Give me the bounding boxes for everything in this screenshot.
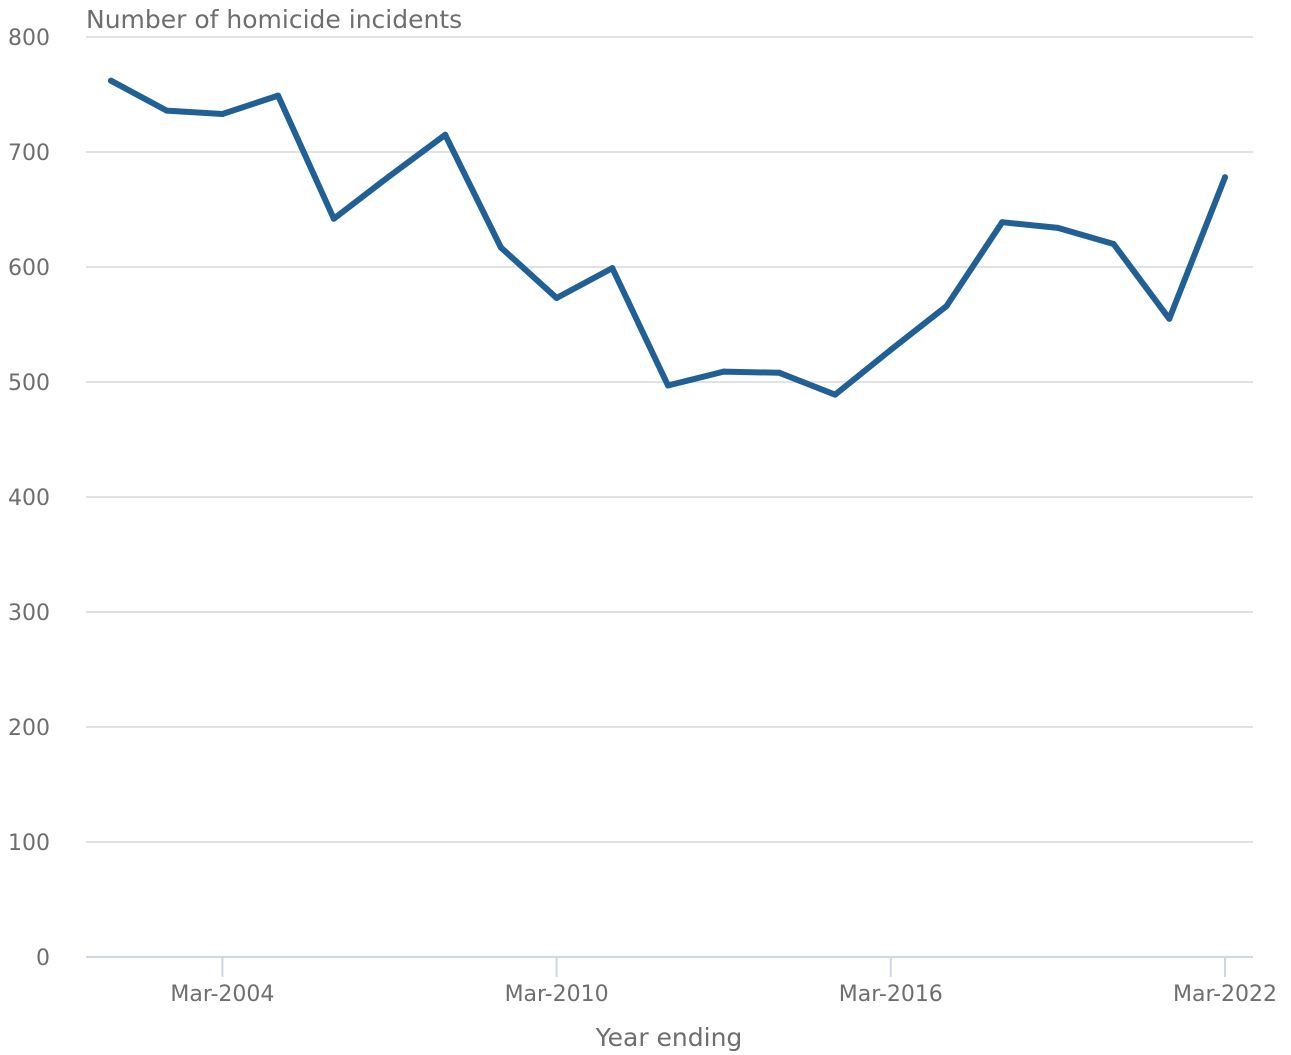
data-point-Mar-2006 [330,215,337,222]
data-point-Mar-2014 [776,369,783,376]
data-point-Mar-2002 [108,77,114,84]
data-point-Mar-2021 [1166,315,1173,322]
x-axis-ticks: Mar-2004 Mar-2010 Mar-2016 Mar-2022 [170,957,1277,1007]
data-point-Mar-2007 [386,173,393,180]
data-point-Mar-2019 [1054,224,1061,231]
x-tick-label-Mar-2016: Mar-2016 [839,982,943,1007]
grid-lines [86,36,1253,843]
y-tick-label-200: 200 [8,716,50,741]
homicide-incidents-series-line [108,77,1228,398]
data-point-Mar-2015 [832,391,839,398]
y-tick-label-0: 0 [36,946,50,971]
y-tick-label-500: 500 [8,371,50,396]
data-point-Mar-2004 [219,111,226,118]
y-tick-label-600: 600 [8,256,50,281]
data-point-Mar-2005 [275,92,282,99]
y-tick-label-800: 800 [8,26,50,51]
y-tick-label-100: 100 [8,831,50,856]
y-axis-tick-labels: 0 100 200 300 400 500 600 700 800 [8,26,50,971]
x-axis-title: Year ending [595,1023,743,1052]
chart-title: Number of homicide incidents [86,5,462,34]
data-point-Mar-2009 [497,244,504,251]
data-point-Mar-2022 [1222,174,1228,181]
y-tick-label-400: 400 [8,486,50,511]
data-point-Mar-2011 [609,265,616,272]
data-point-Mar-2012 [665,382,671,389]
data-point-Mar-2017 [943,303,950,310]
x-tick-label-Mar-2010: Mar-2010 [505,982,609,1007]
data-point-Mar-2016 [887,346,894,353]
x-tick-label-Mar-2022: Mar-2022 [1173,982,1277,1007]
data-point-Mar-2013 [720,368,727,375]
data-point-Mar-2008 [442,131,449,138]
x-tick-label-Mar-2004: Mar-2004 [170,982,274,1007]
data-point-Mar-2018 [999,219,1006,226]
data-point-Mar-2003 [163,107,170,114]
y-tick-label-300: 300 [8,601,50,626]
y-tick-label-700: 700 [8,141,50,166]
data-point-Mar-2020 [1110,241,1117,247]
data-point-Mar-2010 [553,295,560,302]
